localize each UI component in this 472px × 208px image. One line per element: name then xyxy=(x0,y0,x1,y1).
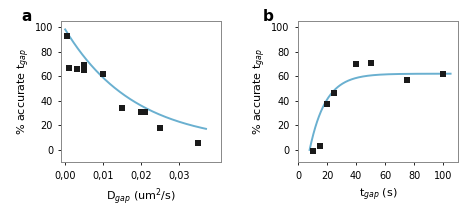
Point xyxy=(73,67,80,71)
Point xyxy=(141,110,149,114)
Point xyxy=(65,66,73,69)
Point xyxy=(352,62,360,66)
Point xyxy=(80,63,88,67)
Y-axis label: % accurate t$_{gap}$: % accurate t$_{gap}$ xyxy=(16,48,32,135)
Text: b: b xyxy=(263,10,274,25)
Point xyxy=(137,110,145,114)
Point xyxy=(118,106,126,110)
Point xyxy=(403,78,411,82)
Point xyxy=(157,126,164,129)
Point xyxy=(80,68,88,72)
Point xyxy=(194,141,202,144)
X-axis label: t$_{gap}$ (s): t$_{gap}$ (s) xyxy=(359,186,397,203)
Y-axis label: % accurate t$_{gap}$: % accurate t$_{gap}$ xyxy=(252,48,269,135)
Point xyxy=(63,34,71,37)
X-axis label: D$_{gap}$ (um$^2$/s): D$_{gap}$ (um$^2$/s) xyxy=(106,186,176,207)
Point xyxy=(100,72,107,75)
Point xyxy=(323,103,331,106)
Point xyxy=(309,150,316,153)
Point xyxy=(316,145,323,148)
Point xyxy=(367,61,374,64)
Point xyxy=(439,72,447,75)
Point xyxy=(330,92,338,95)
Text: a: a xyxy=(21,10,32,25)
